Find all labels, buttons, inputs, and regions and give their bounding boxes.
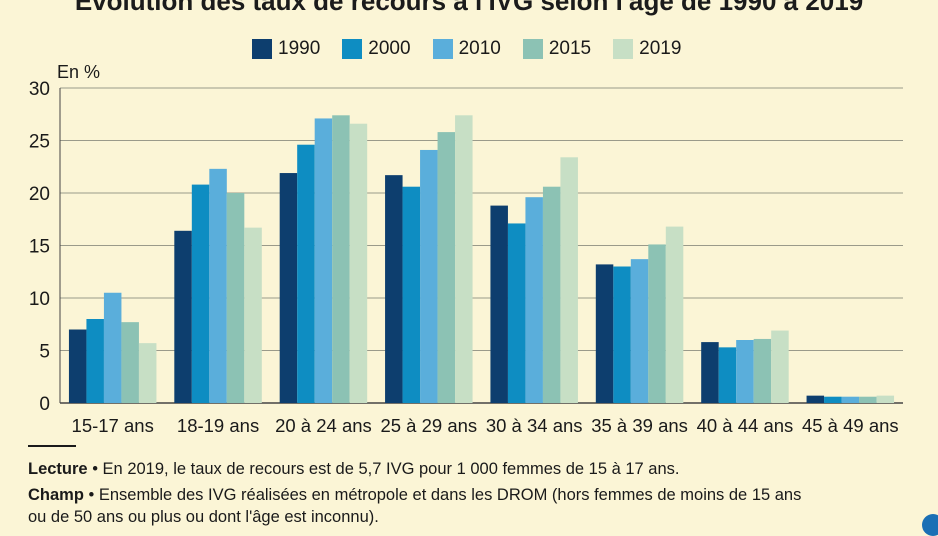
bar-2015 [437,132,456,403]
bar-2010 [525,197,543,403]
legend-item-2010: 2010 [432,38,501,60]
bar-2010 [314,118,333,403]
x-tick-label: 40 à 44 ans [697,415,794,436]
legend-label: 2000 [368,38,411,59]
bar-2019 [244,227,262,403]
legend-item-2000: 2000 [342,38,411,60]
bar-2015 [753,338,772,403]
champ-text-2: ou de 50 ans ou plus ou dont l'âge est i… [28,508,379,526]
bar-2000 [613,266,631,403]
bar-2019 [876,395,895,403]
bar-1990 [806,395,825,403]
bar-1990 [279,173,298,403]
bar-2000 [402,186,421,403]
bar-2019 [771,330,789,403]
bar-2010 [420,149,438,403]
bar-2015 [542,186,561,403]
bar-chart: 0 5 10 15 20 25 30 En % 15-17 ans 18-19 ans 20 à 2… [29,62,903,436]
bar-2010 [841,396,860,403]
legend-swatch [342,39,363,59]
champ-note-cont: ou de 50 ans ou plus ou dont l'âge est i… [28,506,379,528]
bar-2019 [560,157,578,403]
legend-label: 2015 [548,38,592,59]
legend-label: 2010 [458,38,501,59]
corner-decoration [922,514,938,536]
x-tick-label: 35 à 39 ans [591,415,688,436]
bar-2019 [138,343,157,403]
chart-title: Évolution des taux de recours à l'IVG se… [74,0,864,16]
bar-2000 [86,319,104,403]
x-tick-label: 20 à 24 ans [275,415,372,436]
x-tick-label: 45 à 49 ans [802,415,899,436]
y-tick-label: 5 [39,342,50,363]
lecture-note: Lecture • En 2019, le taux de recours es… [28,458,680,480]
bar-2000 [718,347,737,403]
y-tick-label: 10 [29,289,50,310]
x-tick-label: 30 à 34 ans [486,415,583,436]
y-tick-label: 0 [39,394,50,415]
legend-swatch [432,39,453,59]
bar-1990 [174,230,192,403]
legend-label: 1990 [278,38,321,59]
bar-1990 [595,264,614,403]
bar-1990 [701,342,719,403]
bar-2015 [648,244,666,403]
legend-item-1990: 1990 [252,38,320,60]
y-tick-label: 30 [29,79,50,100]
legend-swatch [613,39,634,59]
bar-2000 [297,144,315,403]
bar-2019 [665,226,684,403]
legend-swatch [252,39,272,59]
bar-2015 [332,115,350,404]
chart-legend: 1990 2000 2010 2015 2019 [252,38,681,60]
bar-2000 [824,396,842,403]
champ-text-1: • Ensemble des IVG réalisées en métropol… [83,486,802,504]
bar-2015 [859,396,877,403]
bar-2019 [455,115,473,404]
bar-2000 [191,184,210,403]
lecture-text: • En 2019, le taux de recours est de 5,7… [87,460,680,478]
footer-divider [28,445,76,447]
legend-swatch [522,39,543,59]
bar-2010 [736,340,754,403]
bar-2015 [121,322,139,403]
y-tick-label: 20 [29,184,50,205]
y-tick-label: 15 [29,237,50,258]
bar-2010 [630,259,649,403]
legend-item-2019: 2019 [613,38,681,60]
x-tick-label: 18-19 ans [177,415,259,436]
bar-2015 [226,193,245,403]
legend-item-2015: 2015 [522,38,592,60]
legend-label: 2019 [639,38,682,59]
bar-2010 [103,292,122,403]
y-tick-label: 25 [29,132,50,153]
bar-1990 [68,329,87,403]
bar-2019 [349,123,368,403]
bar-2010 [209,168,227,403]
x-tick-label: 25 à 29 ans [380,415,477,436]
lecture-label: Lecture [28,460,88,478]
bar-2000 [507,223,526,403]
bar-1990 [385,175,403,403]
x-tick-label: 15-17 ans [72,415,154,436]
champ-label: Champ [28,486,84,504]
y-axis-label: En % [57,62,100,82]
champ-note: Champ • Ensemble des IVG réalisées en mé… [28,484,801,506]
bar-1990 [490,205,508,403]
